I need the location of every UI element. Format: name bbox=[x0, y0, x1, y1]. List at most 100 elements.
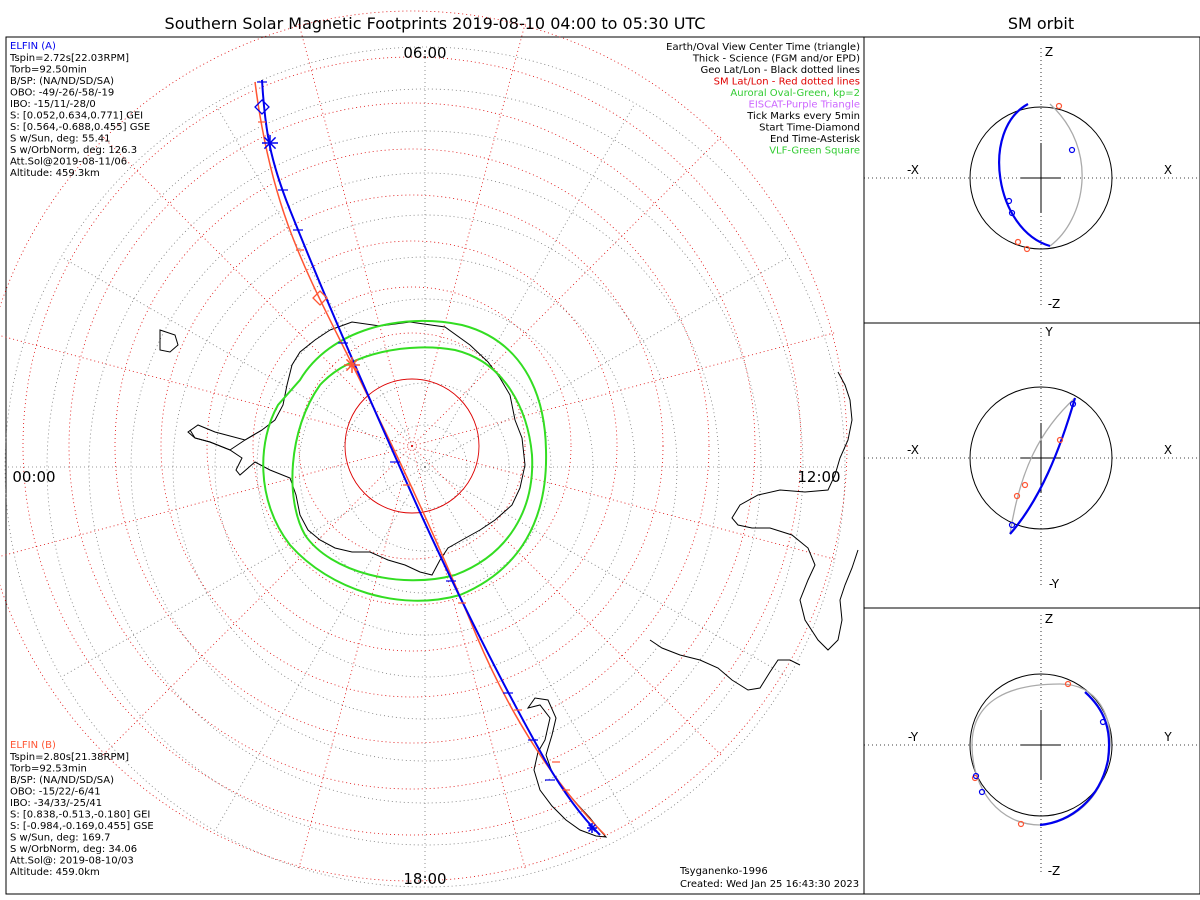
legend-item: Geo Lat/Lon - Black dotted lines bbox=[701, 65, 860, 76]
orbit-axis-label-top: Y bbox=[1044, 325, 1053, 339]
legend-item: Thick - Science (FGM and/or EPD) bbox=[692, 54, 860, 65]
satellite-tracks bbox=[254, 79, 606, 836]
info-line: IBO: -34/33/-25/41 bbox=[10, 798, 102, 809]
sm-lat-circle bbox=[22, 56, 802, 836]
track-markers bbox=[254, 81, 597, 833]
clock-label-right: 12:00 bbox=[797, 468, 840, 486]
sm-lat-circle bbox=[252, 286, 572, 606]
orbit-marker-elfin-a bbox=[1005, 197, 1013, 205]
info-line: B/SP: (NA/ND/SD/SA) bbox=[10, 76, 114, 87]
sm-lon-line bbox=[297, 445, 413, 872]
orbit-marker-elfin-b bbox=[1055, 102, 1063, 110]
orbit-path-elfin-a bbox=[1009, 397, 1077, 535]
orbit-axis-label-bottom: -Z bbox=[1048, 864, 1061, 878]
orbit-marker-elfin-b bbox=[1014, 238, 1022, 246]
info-line: S: [0.052,0.634,0.771] GEI bbox=[10, 111, 143, 122]
orbit-axis-label-right: Y bbox=[1163, 730, 1172, 744]
elfin-a-end-asterisk bbox=[262, 135, 278, 151]
legend-item: Auroral Oval-Green, kp=2 bbox=[730, 88, 860, 99]
orbit-marker-elfin-a bbox=[978, 788, 986, 796]
info-line: Altitude: 459.0km bbox=[10, 867, 100, 878]
created-label: Created: Wed Jan 25 16:43:30 2023 bbox=[680, 879, 859, 890]
nz-coast bbox=[159, 329, 179, 353]
sm-lon-line bbox=[0, 335, 413, 447]
sm-lon-line bbox=[0, 445, 413, 557]
orbit-title: SM orbit bbox=[1008, 14, 1074, 33]
info-line: S: [0.564,-0.688,0.455] GSE bbox=[10, 122, 150, 133]
orbit-marker-elfin-b bbox=[1013, 492, 1021, 500]
orbit-axis-label-bottom: -Z bbox=[1048, 297, 1061, 311]
info-line: Altitude: 459.3km bbox=[10, 168, 100, 179]
sm-lon-line bbox=[411, 445, 527, 872]
orbit-frame bbox=[863, 36, 1200, 895]
geo-lat-circle bbox=[214, 256, 636, 678]
legend-item: EISCAT-Purple Triangle bbox=[749, 100, 861, 111]
antarctic-peninsula bbox=[189, 429, 263, 451]
sm-lat-circle bbox=[206, 240, 618, 652]
orbit-axis-label-right: X bbox=[1164, 443, 1172, 457]
sm-lat-circle bbox=[68, 102, 756, 790]
sm-lon-line bbox=[411, 134, 724, 447]
info-line: S: [-0.984,-0.169,0.455] GSE bbox=[10, 821, 154, 832]
asterisk-stroke bbox=[587, 823, 597, 833]
orbit-marker-elfin-b bbox=[1056, 436, 1064, 444]
africa-coast bbox=[649, 639, 801, 691]
info-line: Torb=92.50min bbox=[9, 65, 87, 76]
orbit-panel-1: Z -Z -X X bbox=[864, 45, 1200, 311]
south-america-coast bbox=[526, 697, 608, 838]
legend-item: Tick Marks every 5min bbox=[746, 111, 860, 122]
orbit-marker-elfin-b bbox=[1021, 481, 1029, 489]
orbit-axis-label-left: -X bbox=[907, 163, 919, 177]
legend-item: Start Time-Diamond bbox=[759, 123, 860, 134]
orbit-path-ghost bbox=[1049, 103, 1083, 247]
elfin-b-name: ELFIN (B) bbox=[10, 740, 56, 751]
legend-item: VLF-Green Square bbox=[769, 146, 860, 157]
elfin-a-name: ELFIN (A) bbox=[10, 41, 56, 52]
info-line: Torb=92.53min bbox=[9, 764, 87, 775]
orbit-marker-elfin-b bbox=[1023, 245, 1031, 253]
geo-lat-circle bbox=[130, 172, 720, 762]
sm-lat-circle bbox=[114, 148, 710, 744]
legend-item: Earth/Oval View Center Time (triangle) bbox=[666, 42, 860, 53]
sm-lat-circle bbox=[298, 332, 526, 560]
orbit-marker-elfin-b bbox=[1017, 820, 1025, 828]
elfin-a-start-diamond bbox=[254, 99, 270, 115]
auroral-oval-outer bbox=[262, 319, 548, 602]
geo-lon-line bbox=[424, 466, 636, 831]
map-frame bbox=[5, 36, 865, 895]
info-line: OBO: -49/-26/-58/-19 bbox=[10, 88, 114, 99]
orbit-path-elfin-a bbox=[1039, 691, 1111, 827]
earth-circle bbox=[969, 106, 1113, 250]
geo-lat-circle bbox=[4, 46, 846, 888]
info-line: S w/OrbNorm, deg: 126.3 bbox=[10, 145, 137, 156]
orbit-marker-elfin-a bbox=[1008, 209, 1016, 217]
orbit-panel-2: Y -Y -X X bbox=[864, 325, 1200, 591]
australia-coast bbox=[731, 371, 859, 651]
info-line: Tspin=2.80s[21.38RPM] bbox=[9, 752, 129, 763]
geo-lon-line bbox=[214, 466, 426, 831]
legend: Earth/Oval View Center Time (triangle)Th… bbox=[666, 42, 860, 157]
sm-lat-circle bbox=[0, 10, 848, 882]
sm-lon-line bbox=[100, 134, 413, 447]
model-label: Tsyganenko-1996 bbox=[679, 866, 768, 877]
geo-lon-line bbox=[424, 103, 636, 468]
orbit-axis-label-left: -X bbox=[907, 443, 919, 457]
asterisk-stroke bbox=[345, 358, 359, 372]
auroral-oval-inner bbox=[291, 346, 534, 582]
elfin-b-track bbox=[254, 81, 606, 836]
elfin-a-final-asterisk bbox=[587, 823, 597, 833]
orbit-axis-label-top: Z bbox=[1045, 612, 1053, 626]
info-line: S w/Sun, deg: 55.41 bbox=[10, 134, 110, 145]
geo-lon-line bbox=[424, 466, 789, 678]
info-line: Tspin=2.72s[22.03RPM] bbox=[9, 53, 129, 64]
elfin-b-end-asterisk bbox=[344, 357, 360, 373]
sm-lon-line bbox=[100, 445, 413, 758]
info-line: S w/Sun, deg: 169.7 bbox=[10, 833, 110, 844]
orbit-marker-elfin-a bbox=[1099, 718, 1107, 726]
info-line: OBO: -15/22/-6/41 bbox=[10, 787, 101, 798]
figure-title: Southern Solar Magnetic Footprints 2019-… bbox=[165, 14, 706, 33]
sm-lat-circle bbox=[160, 194, 664, 698]
orbit-marker-elfin-a bbox=[1008, 521, 1016, 529]
orbit-marker-elfin-a bbox=[1069, 400, 1077, 408]
orbit-marker-elfin-a bbox=[972, 772, 980, 780]
